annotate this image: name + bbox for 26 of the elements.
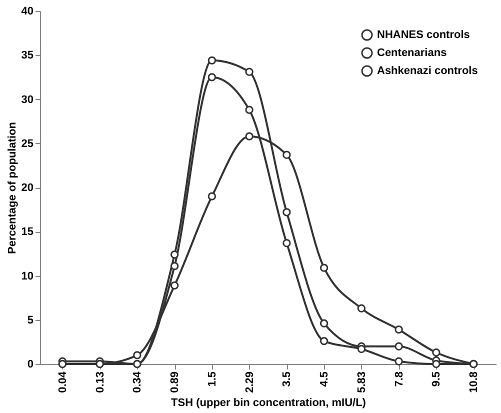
x-tick-label: 1.5 xyxy=(206,372,218,387)
y-tick-label: 40 xyxy=(21,6,34,18)
y-tick-label: 10 xyxy=(21,270,34,282)
x-axis-title: TSH (upper bin concentration, mIU/L) xyxy=(171,396,366,409)
x-tick-label: 4.5 xyxy=(318,372,331,387)
y-tick-label: 30 xyxy=(21,94,34,106)
x-tick-label: 7.8 xyxy=(393,372,406,387)
x-tick-label: 0.89 xyxy=(169,372,182,393)
legend-label: NHANES controls xyxy=(377,29,470,41)
x-tick-label: 2.29 xyxy=(244,372,256,393)
x-tick-label: 5.83 xyxy=(356,372,368,393)
y-tick-label: 20 xyxy=(21,182,34,194)
legend-label: Ashkenazi controls xyxy=(377,65,478,77)
x-tick-label: 0.34 xyxy=(132,370,144,393)
y-tick-label: 0 xyxy=(27,358,34,370)
legend-label: Centenarians xyxy=(377,47,447,59)
y-tick-label: 35 xyxy=(21,50,34,62)
y-axis-title: Percentage of population xyxy=(6,122,18,254)
y-tick-label: 5 xyxy=(27,314,34,326)
x-tick-label: 0.13 xyxy=(94,372,106,393)
x-tick-label: 9.5 xyxy=(430,372,443,387)
y-tick-label: 15 xyxy=(21,226,34,238)
y-tick-label: 25 xyxy=(21,138,34,150)
x-tick-label: 3.5 xyxy=(281,372,294,387)
x-tick-label: 0.04 xyxy=(56,370,69,393)
x-tick-label: 10.8 xyxy=(468,372,480,393)
